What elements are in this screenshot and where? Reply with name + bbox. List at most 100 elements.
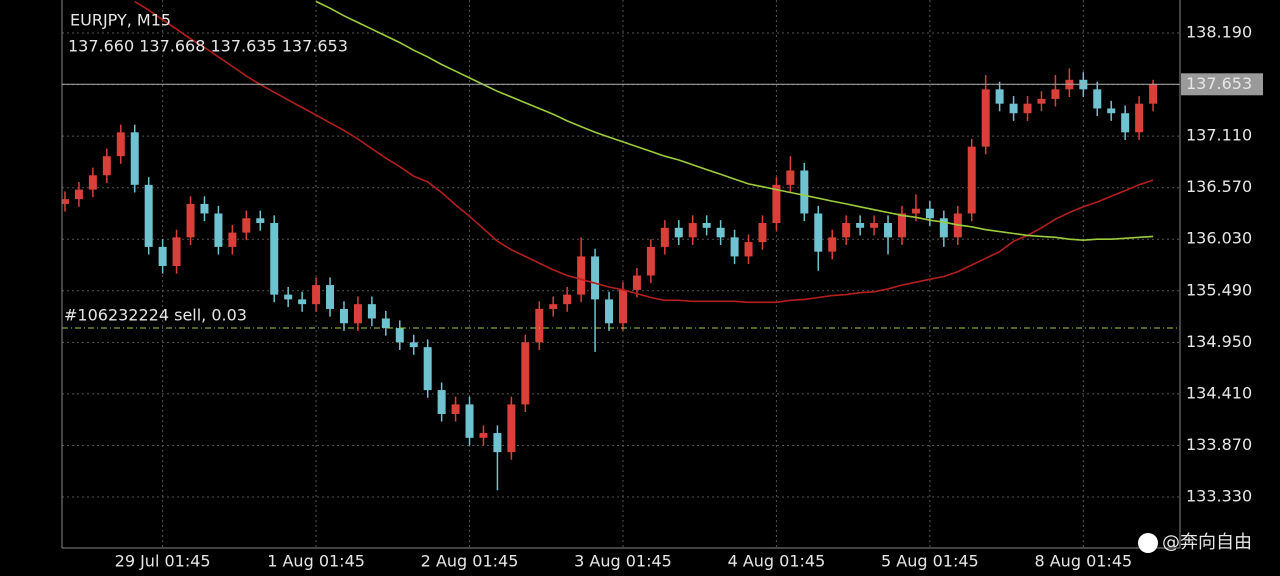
- candle-body: [1149, 84, 1158, 104]
- candle-body: [563, 294, 572, 305]
- y-tick-label: 133.330: [1186, 487, 1252, 506]
- x-tick-label: 4 Aug 01:45: [728, 552, 826, 571]
- x-tick-label: 8 Aug 01:45: [1034, 552, 1132, 571]
- candle-body: [939, 218, 948, 238]
- candle-body: [632, 275, 641, 290]
- candle-body: [1093, 89, 1102, 109]
- candle-body: [758, 223, 767, 243]
- candle-body: [1037, 98, 1046, 104]
- candle-body: [479, 433, 488, 438]
- ohlc-info: 137.660 137.668 137.635 137.653: [68, 37, 348, 56]
- candle-body: [674, 227, 683, 238]
- candle-body: [242, 218, 251, 233]
- y-tick-label: 134.410: [1186, 383, 1252, 402]
- candle-body: [409, 342, 418, 348]
- candle-body: [856, 223, 865, 228]
- x-tick-label: 2 Aug 01:45: [421, 552, 519, 571]
- candle-body: [897, 213, 906, 238]
- candle-body: [884, 223, 893, 238]
- candle-body: [911, 208, 920, 214]
- x-tick-label: 1 Aug 01:45: [267, 552, 365, 571]
- candle-body: [702, 223, 711, 228]
- candle-body: [618, 289, 627, 324]
- candle-body: [437, 390, 446, 414]
- candle-body: [772, 184, 781, 224]
- candle-body: [102, 156, 111, 176]
- watermark: @奔向自由: [1162, 532, 1252, 553]
- candle-body: [591, 256, 600, 300]
- candle-body: [62, 199, 69, 204]
- candle-body: [1121, 113, 1130, 133]
- candle-body: [688, 223, 697, 238]
- watermark-icon: [1138, 533, 1158, 553]
- candle-body: [256, 218, 265, 224]
- candle-body: [493, 433, 502, 453]
- y-tick-label: 135.490: [1186, 280, 1252, 299]
- candle-body: [270, 223, 279, 295]
- candle-body: [828, 237, 837, 252]
- candle-body: [284, 294, 293, 300]
- grid: [62, 0, 1180, 548]
- candle-body: [381, 318, 390, 329]
- candle-body: [172, 237, 181, 266]
- moving-average: [134, 0, 1154, 304]
- candle-body: [1135, 103, 1144, 133]
- current-price-box: [1181, 73, 1263, 96]
- y-tick-label: 138.190: [1186, 23, 1252, 42]
- candle-body: [200, 203, 209, 214]
- candle-body: [716, 227, 725, 238]
- candle-body: [981, 89, 990, 147]
- candle-body: [298, 299, 307, 305]
- candle-body: [339, 308, 348, 324]
- candle-body: [1023, 103, 1032, 114]
- candle-body: [74, 189, 83, 200]
- candle-body: [214, 213, 223, 247]
- order-label: #106232224 sell, 0.03: [64, 306, 247, 325]
- candle-body: [995, 89, 1004, 104]
- y-tick-label: 136.030: [1186, 229, 1252, 248]
- candle-body: [130, 132, 139, 185]
- candle-body: [744, 242, 753, 257]
- candle-body: [144, 184, 153, 247]
- x-tick-label: 29 Jul 01:45: [115, 552, 211, 571]
- candle-body: [507, 404, 516, 453]
- candle-body: [646, 246, 655, 276]
- candle-body: [158, 246, 167, 266]
- candle-body: [660, 227, 669, 247]
- y-tick-label: 133.870: [1186, 435, 1252, 454]
- candle-body: [842, 223, 851, 238]
- y-tick-label: 136.570: [1186, 177, 1252, 196]
- candle-body: [1107, 108, 1116, 114]
- candle-body: [967, 146, 976, 214]
- candle-body: [353, 304, 362, 324]
- candle-body: [395, 328, 404, 343]
- candle-body: [116, 132, 125, 157]
- candle-body: [786, 170, 795, 185]
- y-tick-label: 137.110: [1186, 126, 1252, 145]
- candle-body: [577, 256, 586, 295]
- candle-body: [186, 203, 195, 238]
- x-tick-label: 5 Aug 01:45: [881, 552, 979, 571]
- plot-area: [62, 0, 1180, 491]
- labels: 133.330 133.870 134.410 134.950 135.490 136.0…: [64, 23, 1263, 571]
- candle-body: [800, 170, 809, 214]
- candle-body: [451, 404, 460, 414]
- current-price-label: 137.653: [1186, 74, 1252, 93]
- candle-body: [814, 213, 823, 252]
- moving-average: [315, 0, 1154, 242]
- x-tick-label: 3 Aug 01:45: [574, 552, 672, 571]
- candle-body: [367, 304, 376, 319]
- candle-body: [549, 304, 558, 309]
- candle-body: [870, 223, 879, 228]
- candle-body: [730, 237, 739, 257]
- candle-body: [605, 299, 614, 324]
- candle-body: [521, 342, 530, 405]
- candle-body: [326, 285, 335, 309]
- y-tick-label: 134.950: [1186, 332, 1252, 351]
- candle-body: [312, 285, 321, 305]
- candle-body: [535, 308, 544, 343]
- candle-body: [1009, 103, 1018, 114]
- candle-body: [925, 208, 934, 219]
